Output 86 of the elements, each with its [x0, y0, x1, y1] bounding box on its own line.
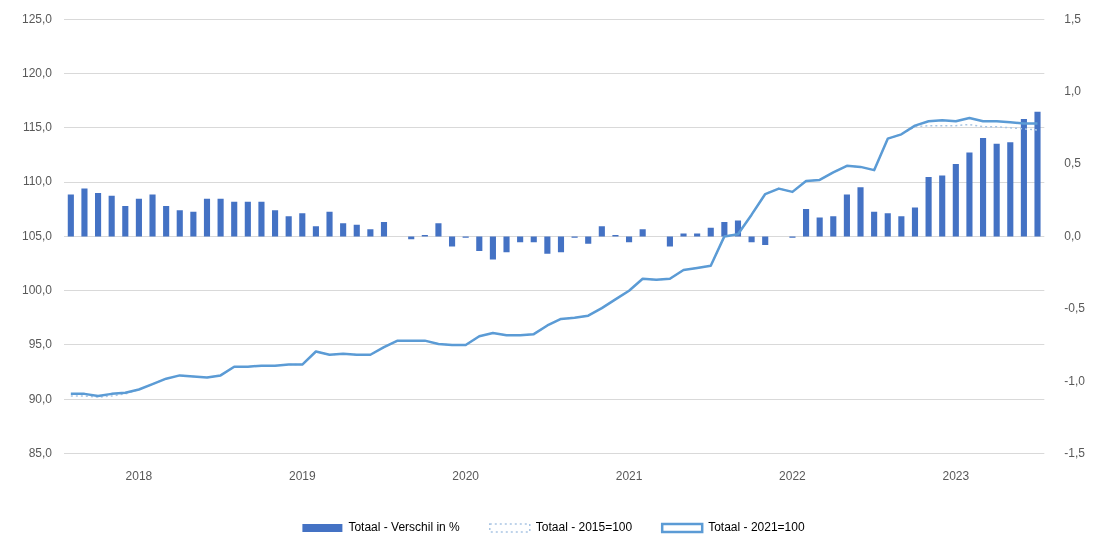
bar	[966, 152, 973, 237]
bar	[231, 201, 238, 237]
bar	[503, 236, 510, 253]
bar	[95, 192, 102, 237]
legend-label: Totaal - Verschil in %	[348, 520, 461, 535]
bar	[1020, 119, 1027, 237]
bar	[340, 223, 347, 237]
y-tick-label: 120,0	[22, 65, 53, 80]
bar	[748, 236, 755, 243]
y-tick-label: 100,0	[22, 283, 53, 298]
y-tick-label: 125,0	[22, 11, 53, 26]
x-tick-label: 2018	[125, 469, 153, 484]
y2-tick-label: -0,5	[1064, 301, 1086, 316]
bar	[476, 236, 483, 251]
bar	[871, 211, 878, 237]
y2-tick-label: 0,5	[1064, 156, 1082, 171]
bar	[911, 207, 919, 237]
x-tick-label: 2019	[288, 469, 316, 484]
bar	[67, 194, 74, 237]
legend-label: Totaal - 2021=100	[708, 520, 805, 535]
bar	[517, 236, 524, 243]
x-tick-label: 2022	[779, 469, 807, 484]
bar	[380, 221, 388, 237]
bar	[135, 198, 142, 237]
y-tick-label: 90,0	[28, 391, 53, 406]
y-tick-label: 95,0	[28, 337, 53, 352]
bar	[544, 236, 551, 254]
bar	[898, 216, 905, 237]
y-tick-label: 115,0	[22, 120, 53, 135]
y2-tick-label: -1,5	[1064, 445, 1086, 460]
bar	[312, 226, 319, 237]
bar	[639, 229, 646, 237]
bar	[1007, 142, 1014, 237]
bar	[81, 188, 88, 237]
bar	[285, 216, 292, 237]
y2-tick-label: 1,5	[1064, 11, 1082, 26]
bar	[108, 195, 115, 237]
bar	[585, 236, 592, 244]
bar	[666, 236, 673, 247]
y2-tick-label: 0,0	[1064, 228, 1082, 243]
bar	[149, 194, 156, 237]
bar	[203, 198, 211, 237]
y2-tick-label: -1,0	[1064, 373, 1086, 388]
x-tick-label: 2021	[615, 469, 643, 484]
bar	[299, 213, 306, 237]
bar	[952, 164, 959, 237]
bar	[190, 211, 197, 237]
bar	[244, 201, 251, 237]
x-tick-label: 2020	[452, 469, 480, 484]
bar	[176, 210, 183, 237]
y2-tick-label: 1,0	[1064, 83, 1082, 98]
bar	[163, 205, 170, 237]
bar	[435, 223, 442, 237]
bar	[353, 224, 360, 237]
bar	[843, 194, 850, 237]
bar	[449, 236, 456, 247]
bar	[258, 201, 265, 237]
x-tick-label: 2023	[942, 469, 970, 484]
bar	[598, 226, 605, 237]
bar	[816, 217, 823, 237]
bar	[857, 187, 864, 237]
bar	[1034, 111, 1041, 237]
bar	[367, 229, 374, 237]
bar	[272, 210, 279, 237]
bar	[217, 198, 224, 237]
bar	[762, 236, 769, 246]
y-tick-label: 85,0	[28, 445, 53, 460]
bar	[122, 205, 129, 237]
bar	[530, 236, 537, 243]
bar	[707, 227, 714, 237]
bar	[830, 216, 837, 237]
bar	[408, 236, 415, 240]
y-tick-label: 105,0	[22, 228, 53, 243]
bar	[993, 143, 1000, 237]
bar	[802, 208, 810, 237]
bar	[979, 137, 987, 237]
bar	[721, 221, 728, 237]
bar	[884, 213, 891, 237]
bar	[326, 211, 333, 237]
y-tick-label: 110,0	[22, 174, 53, 189]
bar	[557, 236, 565, 253]
bar	[939, 175, 946, 237]
bar	[489, 236, 496, 260]
bar	[925, 177, 932, 237]
bar	[626, 236, 633, 243]
legend-label: Totaal - 2015=100	[535, 520, 633, 535]
